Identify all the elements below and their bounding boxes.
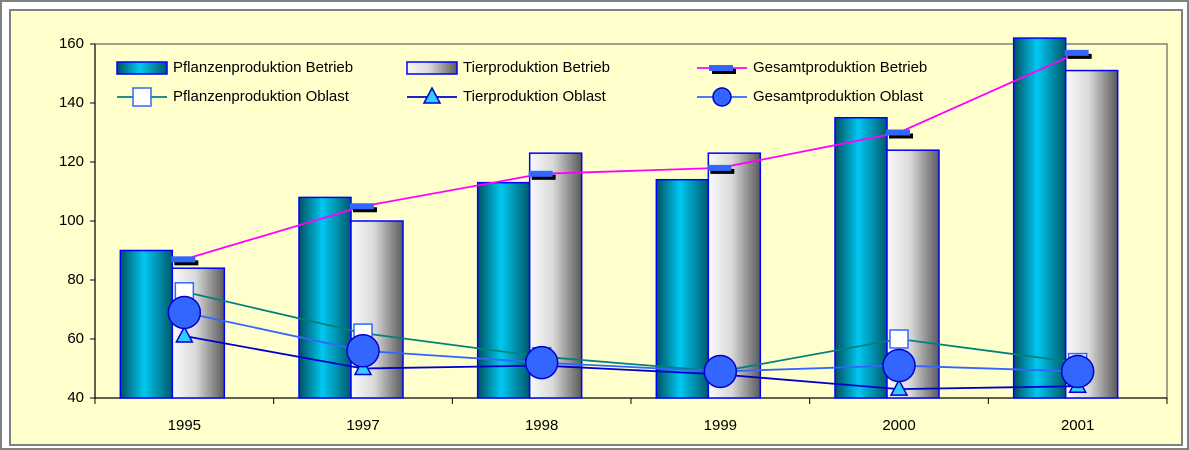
bar <box>119 249 174 399</box>
y-tick-label: 100 <box>59 212 84 229</box>
series-line <box>184 311 1078 373</box>
y-tick-label: 140 <box>59 94 84 111</box>
marker <box>171 256 196 263</box>
bar <box>1012 37 1067 399</box>
marker <box>712 87 732 107</box>
marker-shadow <box>174 260 199 266</box>
legend-label: Tierproduktion Betrieb <box>463 59 610 76</box>
legend-label: Gesamtproduktion Betrieb <box>753 59 927 76</box>
bar <box>834 117 888 399</box>
series-line <box>184 290 1078 373</box>
y-tick-label: 60 <box>67 330 84 347</box>
y-tick-label: 160 <box>59 35 84 52</box>
marker <box>346 334 380 368</box>
marker <box>709 65 733 71</box>
x-tick-label: 1997 <box>346 417 379 434</box>
marker <box>175 325 194 343</box>
legend-label: Pflanzenproduktion Betrieb <box>173 59 353 76</box>
marker <box>422 86 442 104</box>
marker-shadow <box>531 174 556 180</box>
x-tick-label: 1999 <box>704 417 737 434</box>
x-tick-label: 1998 <box>525 417 558 434</box>
marker <box>703 354 738 389</box>
marker <box>167 295 202 330</box>
marker-shadow <box>710 168 735 174</box>
marker-shadow <box>889 133 913 139</box>
marker <box>889 329 909 349</box>
legend-label: Gesamtproduktion Oblast <box>753 88 924 105</box>
series-line <box>184 52 1079 261</box>
x-tick-label: 1995 <box>168 417 201 434</box>
legend-label: Tierproduktion Oblast <box>463 88 607 105</box>
bar <box>298 196 352 399</box>
plot-area <box>94 43 1168 399</box>
legend-label: Pflanzenproduktion Oblast <box>173 88 350 105</box>
y-tick-label: 120 <box>59 153 84 170</box>
marker <box>889 378 909 396</box>
y-tick-label: 80 <box>67 271 84 288</box>
series-line <box>184 335 1078 391</box>
legend-swatch <box>406 61 458 75</box>
marker-shadow <box>712 69 736 74</box>
marker <box>528 170 553 177</box>
bar <box>655 178 710 399</box>
marker <box>524 345 559 380</box>
marker-shadow <box>353 207 377 213</box>
legend-swatch <box>116 61 168 75</box>
marker <box>886 129 910 136</box>
y-tick-label: 40 <box>67 389 84 406</box>
x-tick-label: 2001 <box>1061 417 1094 434</box>
x-tick-label: 2000 <box>882 417 915 434</box>
marker <box>882 348 916 383</box>
marker <box>1060 354 1095 389</box>
bar <box>1064 69 1119 399</box>
marker <box>132 87 152 107</box>
marker <box>1064 49 1089 56</box>
marker <box>707 164 732 171</box>
marker <box>350 203 374 210</box>
marker-shadow <box>1067 53 1092 59</box>
